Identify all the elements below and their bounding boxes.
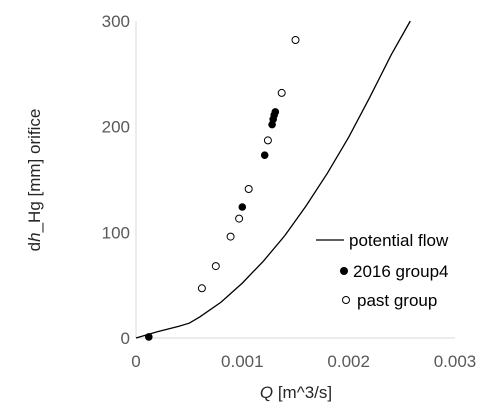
y-tick-label: 200 [102,118,130,137]
y-axis-label-suffix: _Hg [mm] orifice [25,109,44,234]
x-tick-labels: 0 0.001 0.002 0.003 [131,352,476,371]
data-point-past-group [235,214,244,223]
y-tick-label: 100 [102,223,130,242]
data-point-past-group [211,262,220,271]
x-tick-label: 0.001 [221,352,264,371]
data-point-2016-group4 [271,108,280,116]
series-line-potential-flow [135,20,411,339]
x-axis-label-var: Q [260,383,273,402]
y-tick-label: 0 [121,329,130,348]
y-tick-labels: 0 100 200 300 [102,12,130,348]
legend-marker-2016-group4 [340,267,348,275]
y-tick-label: 300 [102,12,130,31]
legend-marker-past-group [342,296,350,304]
data-point-past-group [197,284,206,293]
data-point-past-group [263,136,272,145]
legend-label-2016-group4: 2016 group4 [353,262,448,281]
x-tick-label: 0.002 [327,352,370,371]
data-point-past-group [291,36,300,44]
x-axis-label-unit: [m^3/s] [273,383,332,402]
legend-label-potential-flow: potential flow [349,231,449,250]
data-point-past-group [226,232,235,241]
legend-label-past-group: past group [357,291,437,310]
data-point-past-group [277,88,286,97]
legend: potential flow 2016 group4 past group [316,231,449,310]
plot-area [135,20,411,341]
y-axis-label-prefix: d [25,242,44,251]
data-point-past-group [244,185,253,193]
x-axis-label: Q [m^3/s] [260,383,332,402]
x-tick-label: 0.003 [434,352,477,371]
y-axis-label: dh_Hg [mm] orifice [25,109,44,252]
data-point-2016-group4 [145,333,153,341]
y-axis-label-var: h [25,232,44,241]
data-point-2016-group4 [260,151,269,159]
x-tick-label: 0 [131,352,140,371]
data-point-2016-group4 [238,203,247,211]
